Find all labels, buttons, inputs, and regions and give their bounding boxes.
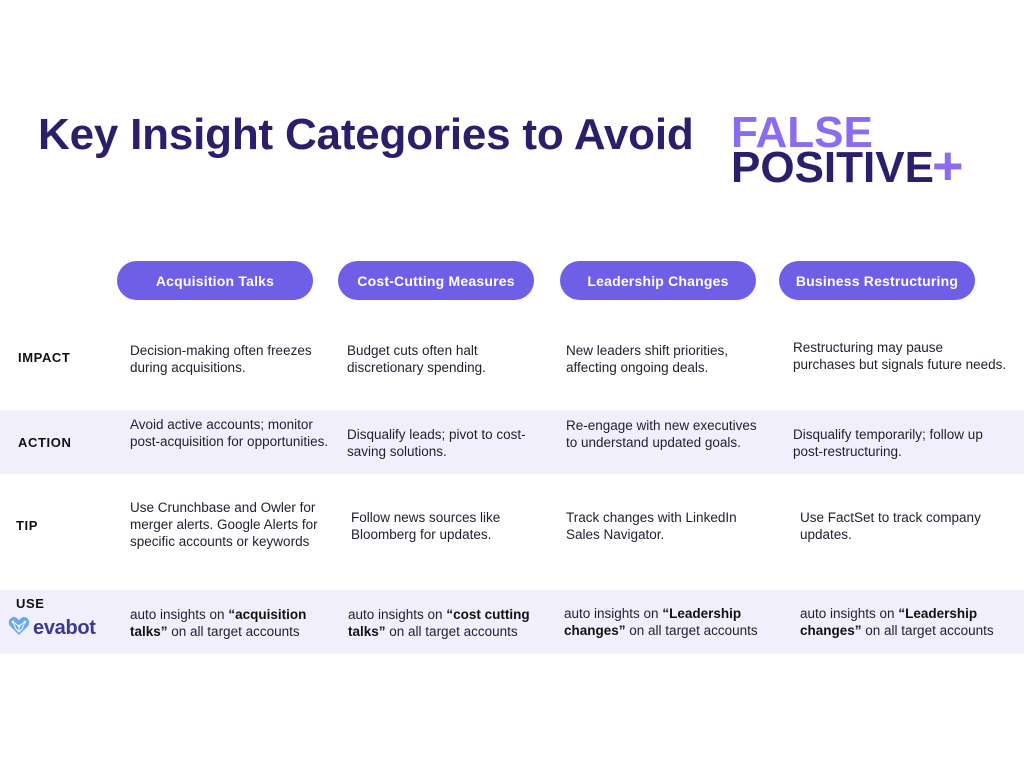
column-header-acquisition: Acquisition Talks: [117, 261, 313, 300]
tip-cell: Use FactSet to track company updates.: [800, 510, 981, 542]
logo-text: evabot: [33, 617, 96, 639]
column-header-leadership: Leadership Changes: [560, 261, 756, 300]
column-header-cost-cutting: Cost-Cutting Measures: [338, 261, 534, 300]
column-header-restructuring: Business Restructuring: [779, 261, 975, 300]
heart-network-icon: [8, 616, 30, 641]
action-row-band: [0, 410, 1024, 474]
row-label-action: ACTION: [18, 435, 72, 450]
use-cell-pre: auto insights on: [800, 606, 899, 621]
false-word: FALSE: [731, 108, 873, 157]
tip-cell: Follow news sources like Bloomberg for u…: [351, 510, 501, 542]
row-label-use: USE: [16, 596, 45, 611]
use-cell: auto insights on “Leadership changes” on…: [800, 605, 1012, 639]
action-cell: Disqualify leads; pivot to cost-saving s…: [347, 427, 526, 459]
action-cell: Avoid active accounts; monitor post-acqu…: [130, 417, 329, 449]
tip-cell: Track changes with LinkedIn Sales Naviga…: [566, 510, 737, 542]
use-cell-pre: auto insights on: [348, 607, 447, 622]
use-cell-bold: “cost cutting talks”: [348, 607, 530, 639]
use-cell-post: on all target accounts: [625, 623, 758, 638]
use-cell-post: on all target accounts: [167, 624, 300, 639]
action-cell: Re-engage with new executives to underst…: [566, 418, 757, 450]
row-label-tip: TIP: [16, 518, 39, 533]
use-cell: auto insights on “Leadership changes” on…: [564, 605, 774, 639]
use-cell-bold: “Leadership changes”: [564, 606, 742, 638]
use-row-band: [0, 590, 1024, 654]
evabot-logo: evabot: [8, 616, 96, 641]
tip-cell: Use Crunchbase and Owler for merger aler…: [130, 500, 318, 549]
positive-word: POSITIVE: [731, 143, 934, 192]
plus-icon: +: [932, 136, 964, 196]
page-title: Key Insight Categories to Avoid: [38, 110, 694, 159]
use-cell-post: on all target accounts: [861, 623, 994, 638]
use-cell-bold: “Leadership changes”: [800, 606, 978, 638]
use-cell-pre: auto insights on: [130, 607, 229, 622]
use-cell-pre: auto insights on: [564, 606, 663, 621]
action-cell: Disqualify temporarily; follow up post-r…: [793, 427, 983, 459]
impact-cell: New leaders shift priorities, affecting …: [566, 343, 729, 375]
row-label-impact: IMPACT: [18, 350, 71, 365]
impact-cell: Decision-making often freezes during acq…: [130, 343, 312, 375]
use-cell: auto insights on “acquisition talks” on …: [130, 606, 330, 640]
use-cell-post: on all target accounts: [385, 624, 518, 639]
impact-cell: Restructuring may pause purchases but si…: [793, 340, 1007, 372]
impact-cell: Budget cuts often halt discretionary spe…: [347, 343, 486, 375]
use-cell: auto insights on “cost cutting talks” on…: [348, 606, 548, 640]
use-cell-bold: “acquisition talks”: [130, 607, 307, 639]
